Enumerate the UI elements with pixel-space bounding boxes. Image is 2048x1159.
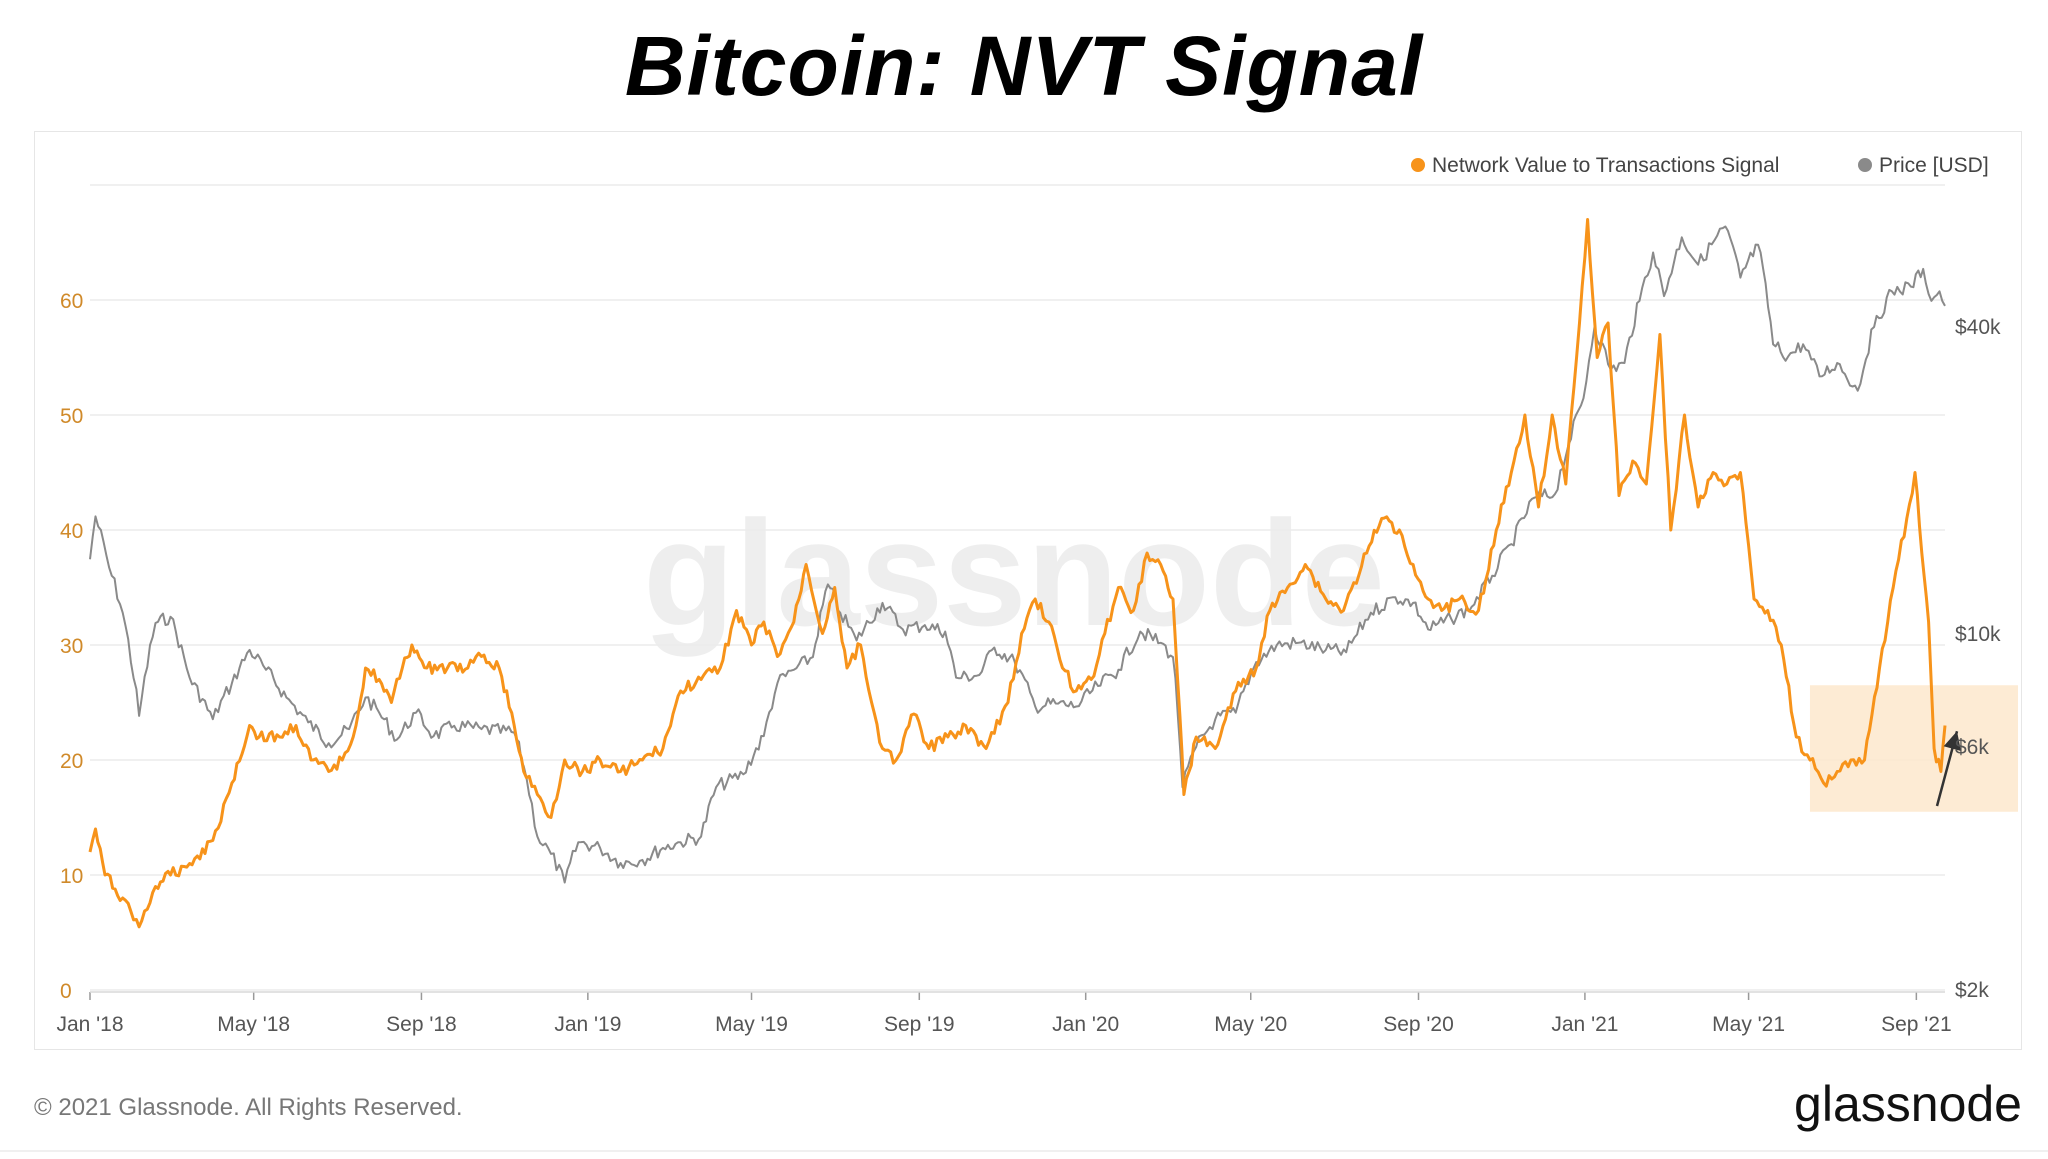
x-tick-label: May '19: [715, 1013, 788, 1036]
legend-marker: [1411, 158, 1425, 172]
arrow-annotation-layer: [1935, 730, 1962, 807]
nvt-series-layer: [88, 218, 1947, 929]
y-left-tick-label: 50: [60, 405, 83, 428]
highlight-box-layer: [1809, 685, 2018, 812]
gridlines: [90, 184, 1945, 991]
y-left-tick-label: 60: [60, 290, 83, 313]
x-tick-label: Jan '21: [1551, 1013, 1618, 1036]
y-left-tick-label: 30: [60, 635, 83, 658]
y-left-tick-label: 10: [60, 865, 83, 888]
x-tick-label: Sep '19: [884, 1013, 955, 1036]
y-right-tick-label: $2k: [1955, 979, 1989, 1002]
nvt-series-line: [88, 218, 1947, 929]
x-tick-label: Sep '21: [1881, 1013, 1952, 1036]
y-left-tick-label: 0: [60, 980, 72, 1003]
glassnode-watermark: glassnode: [643, 489, 1385, 657]
legend-label: Price [USD]: [1879, 154, 1989, 177]
bottom-divider: [0, 1150, 2048, 1152]
y-right-tick-label: $6k: [1955, 736, 1989, 759]
glassnode-logo: glassnode: [1794, 1076, 2022, 1132]
y-left-tick-label: 20: [60, 750, 83, 773]
x-tick-label: May '18: [217, 1013, 290, 1036]
x-axis: Jan '18 May '18 Sep '18 Jan '19 May '19 Sep '…: [56, 991, 1952, 1036]
y-right-tick-label: $40k: [1955, 316, 2001, 339]
page-title: Bitcoin: NVT Signal: [624, 19, 1424, 113]
x-tick-label: May '21: [1712, 1013, 1785, 1036]
copyright-text: © 2021 Glassnode. All Rights Reserved.: [34, 1094, 463, 1121]
legend-label: Network Value to Transactions Signal: [1432, 154, 1779, 177]
price-series-line: [89, 225, 1946, 884]
y-axis-right: $2k $6k $10k $40k: [1955, 316, 2001, 1002]
legend: Network Value to Transactions Signal Pric…: [1411, 154, 1989, 177]
trend-arrow-head: [1943, 731, 1962, 751]
x-tick-label: Sep '18: [386, 1013, 457, 1036]
legend-marker: [1858, 158, 1872, 172]
x-tick-label: Jan '19: [554, 1013, 621, 1036]
chart-panel: [34, 131, 2022, 1050]
highlight-box: [1809, 685, 2018, 812]
x-tick-label: May '20: [1214, 1013, 1287, 1036]
y-right-tick-label: $10k: [1955, 623, 2001, 646]
x-tick-label: Jan '20: [1052, 1013, 1119, 1036]
x-tick-label: Jan '18: [56, 1013, 123, 1036]
price-series-layer: [89, 225, 1946, 884]
y-left-tick-label: 40: [60, 520, 83, 543]
y-axis-left: 0 10 20 30 40 50 60: [60, 290, 83, 1003]
x-tick-label: Sep '20: [1383, 1013, 1454, 1036]
